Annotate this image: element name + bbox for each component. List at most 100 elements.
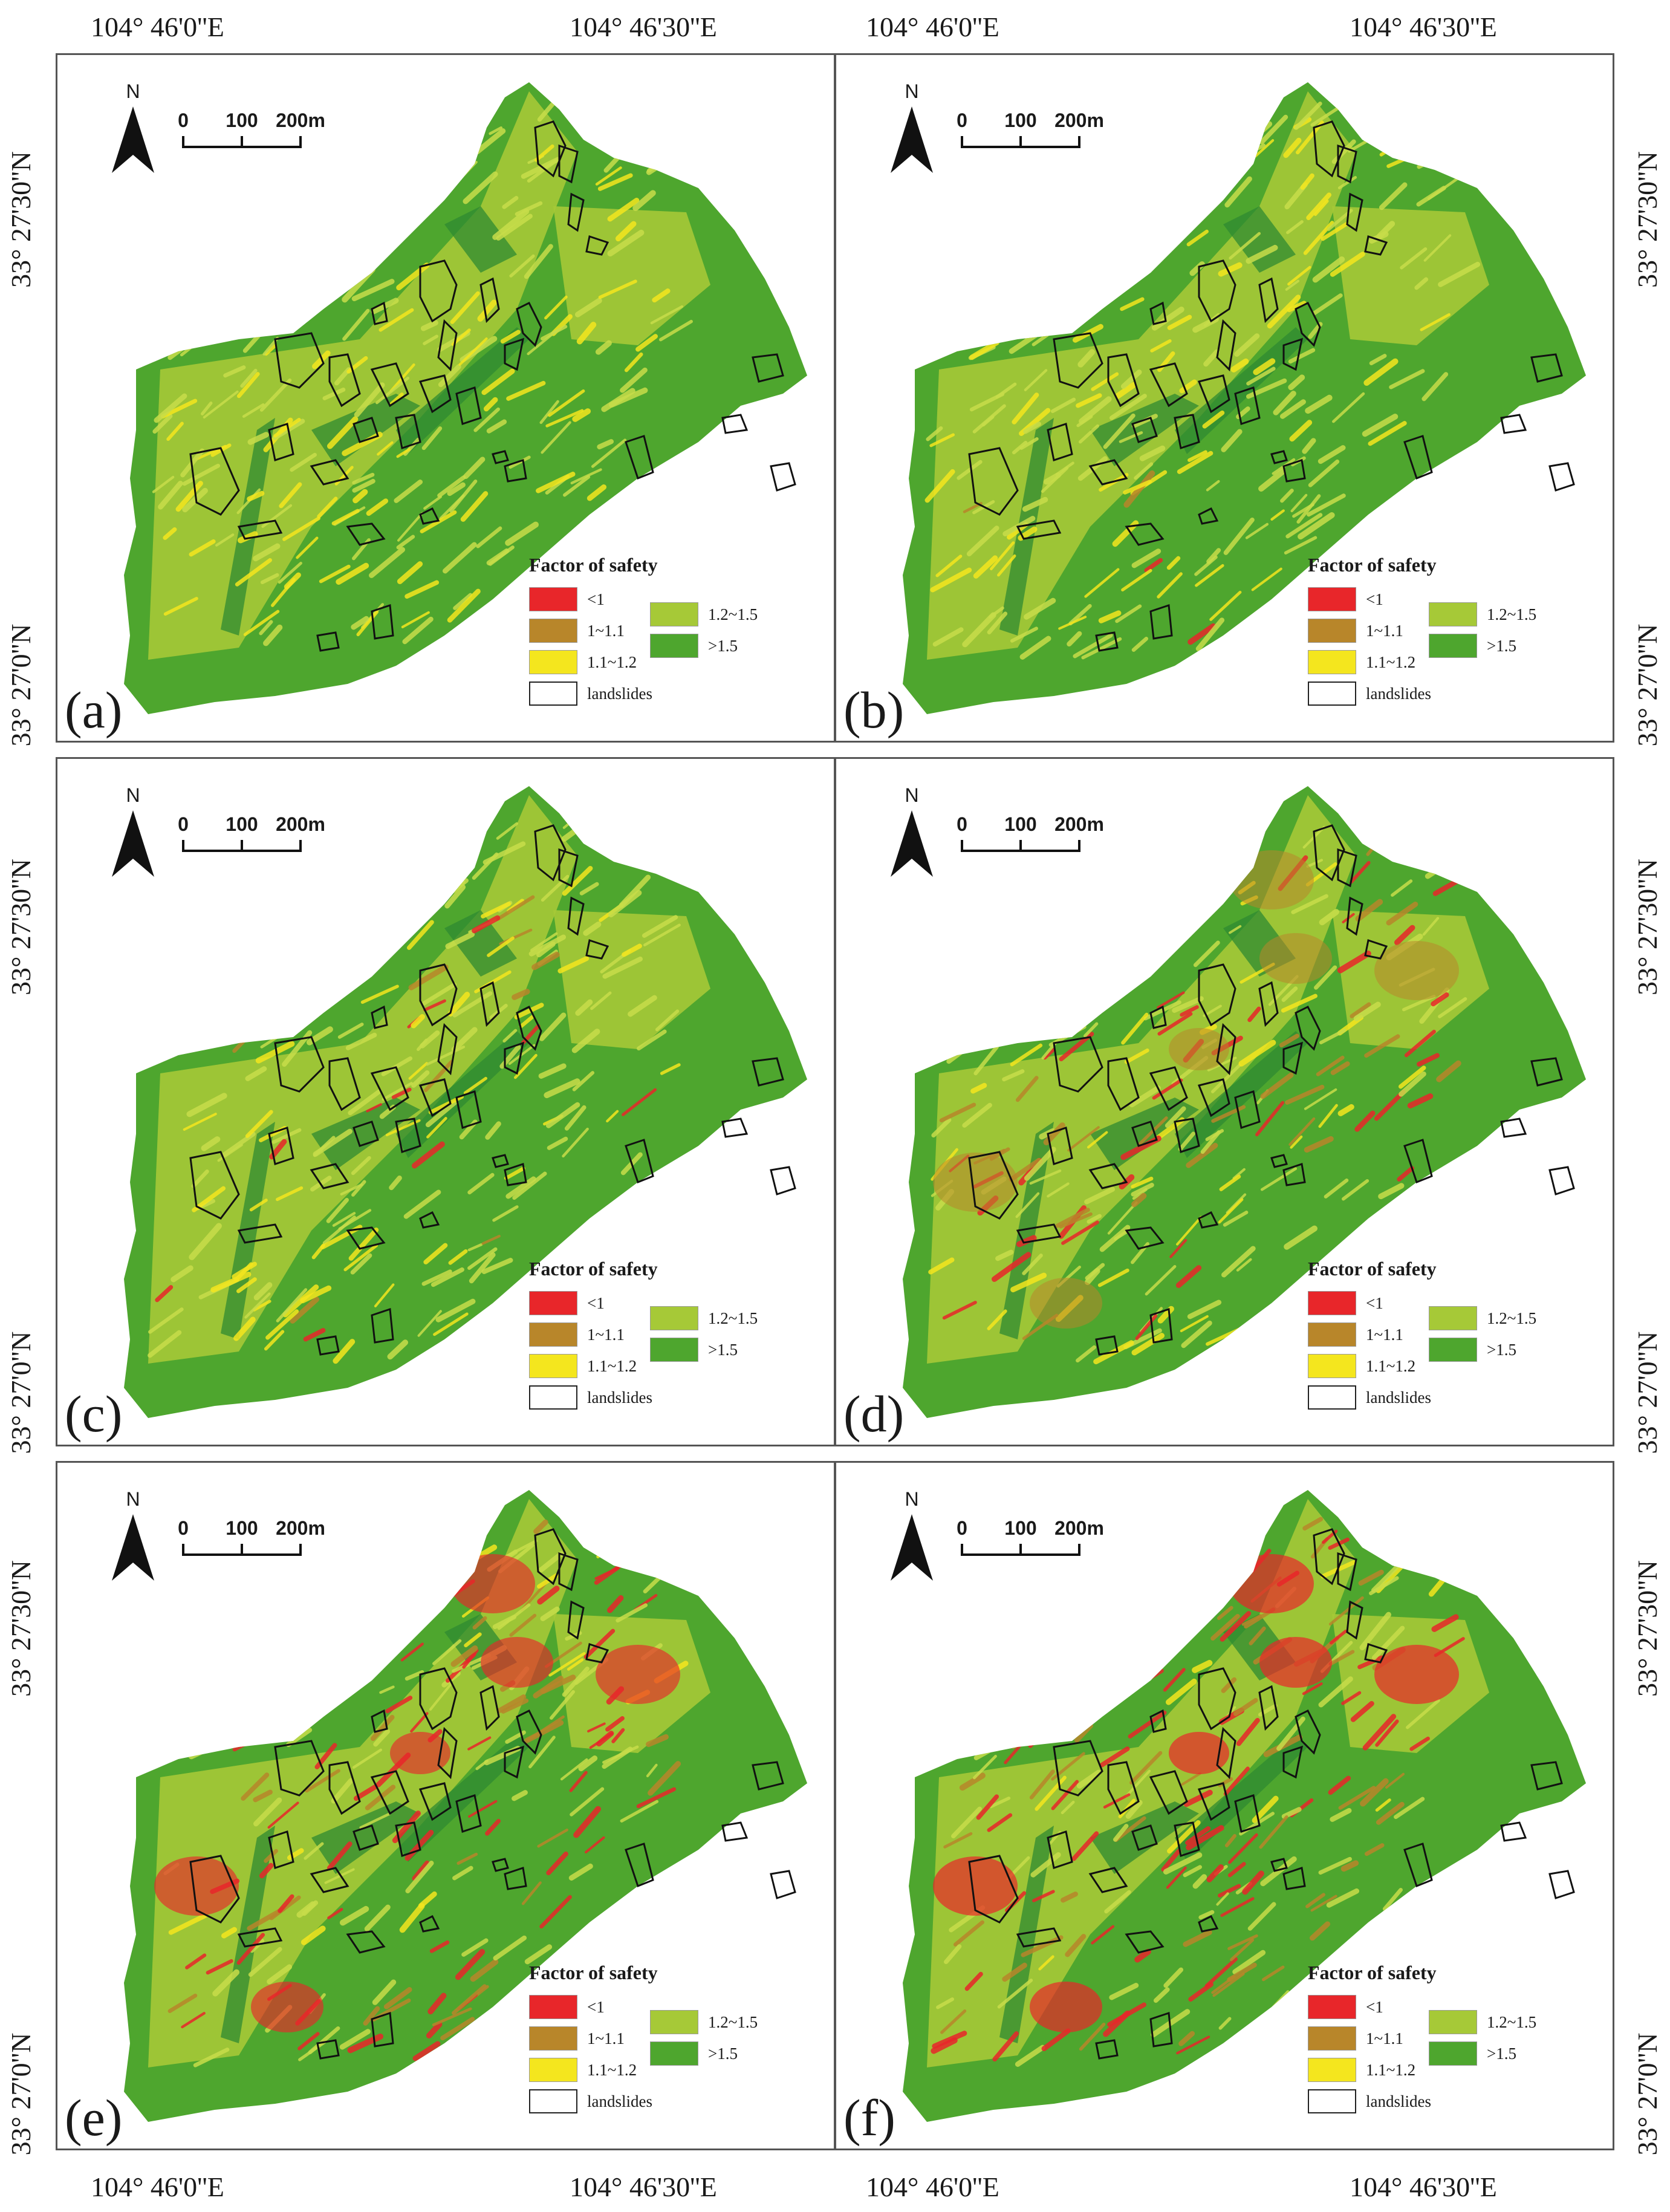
landslide-polygon: [1088, 459, 1128, 486]
watershed-map: [124, 786, 807, 1418]
legend-swatch: [1429, 602, 1477, 626]
legend-item: 1.2~1.5: [1429, 2010, 1536, 2034]
landslide-polygon: [1403, 1843, 1433, 1887]
landslide-polygon: [968, 1855, 1019, 1924]
landslide-polygon: [1548, 462, 1575, 492]
landslide-polygon: [1282, 459, 1306, 483]
bottom-lon-label-f-left: 104° 46'0''E: [866, 2171, 999, 2202]
legend-label: 1.1~1.2: [1366, 2060, 1416, 2079]
landslide-polygon: [1174, 414, 1200, 449]
legend-label: 1.1~1.2: [587, 652, 637, 671]
legend-item: landslides: [1308, 2089, 1431, 2113]
legend-swatch: [650, 2010, 698, 2034]
north-arrow: N: [885, 80, 939, 176]
landslide-polygon: [721, 414, 749, 434]
landslide-polygon: [585, 235, 609, 256]
landslide-polygon: [770, 1166, 796, 1195]
landslide-polygon: [455, 1090, 482, 1129]
landslide-polygon: [752, 1057, 784, 1087]
legend-swatch: [650, 602, 698, 626]
legend-item: 1.1~1.2: [529, 650, 637, 674]
landslide-polygon: [1197, 374, 1230, 414]
landslide-polygon: [1149, 301, 1167, 325]
scale-label-100: 100: [1004, 813, 1037, 835]
landslide-polygon: [395, 1117, 421, 1153]
landslide-polygon: [237, 1223, 283, 1244]
legend-swatch: [1308, 587, 1356, 611]
legend-label: <1: [587, 1997, 605, 2016]
lat-label-right-row1-upper: 33° 27'30''N: [1632, 151, 1663, 288]
landslide-polygon: [721, 1117, 749, 1138]
landslide-polygon: [558, 1552, 579, 1592]
landslide-polygon: [1282, 1745, 1303, 1779]
legend-item: landslides: [529, 2089, 652, 2113]
legend-swatch: [529, 1385, 577, 1410]
landslide-polygon: [455, 1794, 482, 1833]
scale-label-200: 200m: [276, 109, 325, 131]
landslide-polygon: [504, 1745, 524, 1779]
legend-item: 1~1.1: [529, 1322, 625, 1347]
landslide-polygon: [567, 192, 585, 232]
legend-title: Factor of safety: [1308, 1962, 1437, 1983]
bottom-lon-label-f-right: 104° 46'30''E: [1350, 2171, 1497, 2202]
landslide-polygon: [1125, 522, 1165, 546]
landslide-polygon: [310, 1163, 349, 1189]
landslide-polygon: [1053, 1740, 1103, 1797]
landslide-polygon: [504, 337, 524, 371]
legend-item: landslides: [1308, 681, 1431, 706]
legend-label: <1: [1366, 590, 1383, 608]
legend-item: landslides: [529, 1385, 652, 1410]
scale-label-0: 0: [178, 813, 189, 835]
legend-label: 1~1.1: [587, 1325, 625, 1344]
landslide-polygon: [437, 1023, 458, 1076]
landslide-polygon: [1047, 1127, 1073, 1165]
landslide-polygon: [1295, 1005, 1321, 1051]
landslide-polygon: [1282, 1041, 1303, 1075]
landslide-polygon: [1053, 332, 1103, 389]
landslide-polygon: [419, 1914, 440, 1933]
landslide-polygon: [516, 1005, 542, 1051]
landslide-polygon: [371, 1709, 388, 1733]
landslide-polygon: [1198, 1211, 1219, 1229]
landslide-polygon: [1258, 1685, 1279, 1731]
landslide-polygon: [721, 1821, 749, 1842]
legend-swatch: [1429, 634, 1477, 658]
landslide-polygon: [1337, 1552, 1357, 1592]
legend-label: landslides: [587, 2092, 652, 2110]
panel-letter: (b): [843, 681, 905, 739]
legend-label: 1.1~1.2: [587, 1356, 637, 1375]
scale-bar: 0 100 200m: [957, 1517, 1104, 1566]
landslide-polygon: [1346, 192, 1363, 232]
legend-item: >1.5: [650, 1338, 738, 1362]
scale-label-200: 200m: [276, 813, 325, 835]
landslide-polygon: [479, 1685, 500, 1731]
landslide-polygon: [492, 1858, 509, 1872]
legend-swatch: [1308, 1354, 1356, 1378]
scale-bar: 0 100 200m: [957, 813, 1104, 862]
landslide-polygon: [1095, 2039, 1119, 2060]
legend-swatch: [529, 1995, 577, 2019]
landslide-polygon: [1088, 1867, 1128, 1893]
landslide-polygon: [437, 1726, 458, 1780]
landslide-polygon: [268, 1127, 294, 1165]
landslide-polygon: [1258, 277, 1279, 324]
landslide-polygon: [1016, 1927, 1062, 1948]
landslide-polygon: [504, 1867, 527, 1890]
legend-title: Factor of safety: [529, 1962, 658, 1983]
landslide-polygon: [504, 1163, 527, 1186]
scale-bar: 0 100 200m: [957, 109, 1104, 158]
landslide-polygon: [625, 435, 654, 480]
legend-item: >1.5: [650, 634, 738, 658]
landslide-polygon: [1095, 1335, 1119, 1356]
landslide-polygon: [1107, 1761, 1140, 1815]
legend-label: >1.5: [1487, 636, 1516, 655]
landslide-polygon: [1295, 301, 1321, 347]
scale-label-100: 100: [226, 109, 258, 131]
scale-label-100: 100: [226, 1517, 258, 1539]
panel-letter: (a): [65, 681, 123, 739]
panel-letter: (d): [843, 1385, 905, 1443]
panel-letter: (c): [65, 1385, 123, 1443]
legend: Factor of safety <1 1~1.1 1.1~1.2 landslide…: [1308, 1962, 1580, 2113]
landslide-polygon: [1174, 1117, 1200, 1153]
watershed-map: [903, 1490, 1586, 2122]
